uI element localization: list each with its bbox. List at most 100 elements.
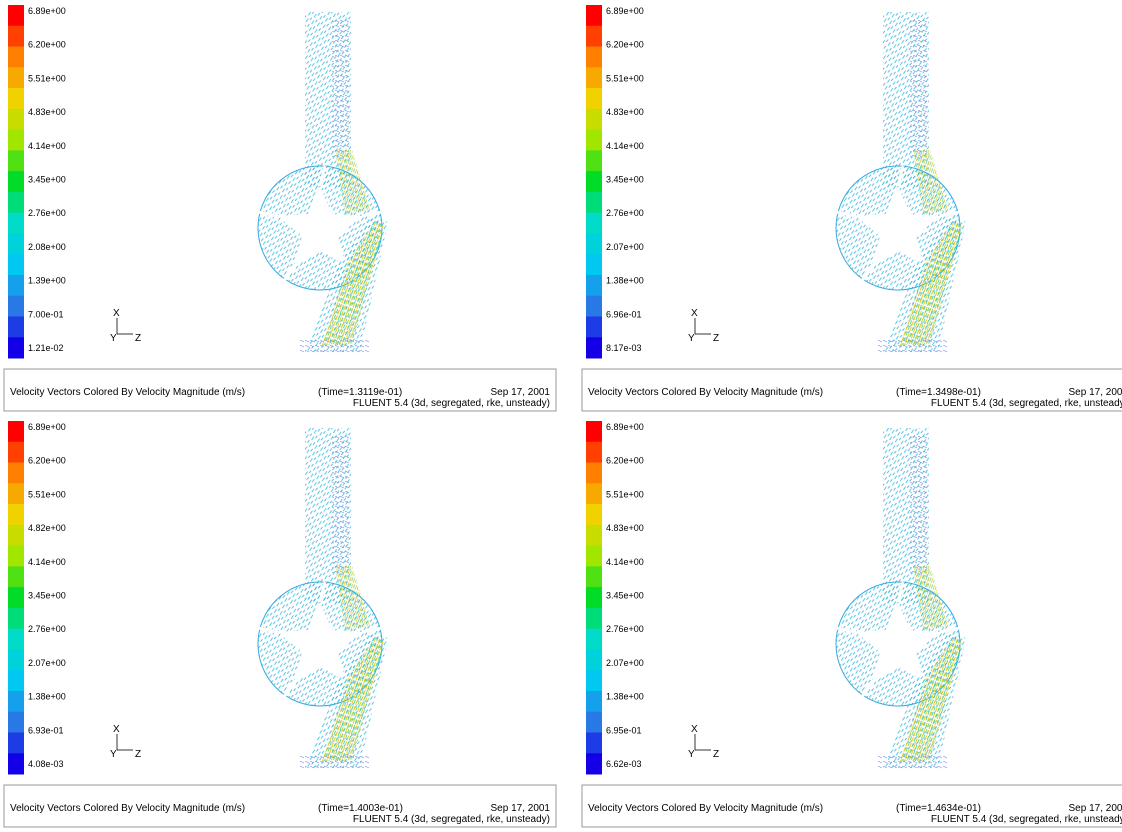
colorbar-band [8, 316, 24, 338]
colorbar-band [586, 607, 602, 630]
scale-label: 6.20e+00 [606, 456, 644, 466]
axis-label: Z [135, 749, 141, 760]
scale-label: 2.76e+00 [28, 208, 66, 218]
colorbar-band [586, 150, 602, 172]
scale-label: 1.38e+00 [28, 692, 66, 702]
scale-label: 8.17e-03 [606, 343, 642, 353]
scale-label: 4.14e+00 [28, 141, 66, 151]
solver: FLUENT 5.4 (3d, segregated, rke, unstead… [931, 398, 1122, 409]
scale-label: 6.95e-01 [606, 725, 642, 735]
colorbar-band [586, 88, 602, 110]
colorbar-band [586, 545, 602, 567]
colorbar-band [8, 566, 24, 588]
flow-field [256, 426, 390, 772]
colorbar-band [8, 711, 24, 733]
colorbar-band [8, 670, 24, 692]
scale-label: 6.20e+00 [28, 40, 66, 50]
scale-label: 2.08e+00 [28, 242, 66, 252]
colorbar-band [8, 129, 24, 151]
solver: FLUENT 5.4 (3d, segregated, rke, unstead… [353, 398, 550, 409]
colorbar-band [586, 628, 602, 650]
scale-label: 5.51e+00 [606, 73, 644, 83]
scale-label: 3.45e+00 [606, 591, 644, 601]
colorbar-band [8, 421, 24, 443]
colorbar-band [8, 337, 24, 359]
axis-label: X [691, 308, 698, 319]
caption: Velocity Vectors Colored By Velocity Mag… [10, 803, 245, 814]
colorbar-band [8, 690, 24, 713]
axis-label: Y [110, 333, 117, 344]
axis-label: X [113, 724, 120, 735]
solver: FLUENT 5.4 (3d, segregated, rke, unstead… [931, 814, 1122, 825]
scale-label: 3.45e+00 [28, 175, 66, 185]
time: (Time=1.3498e-01) [896, 387, 981, 398]
colorbar-band [586, 212, 602, 234]
axis-label: Y [688, 749, 695, 760]
scale-label: 4.82e+00 [28, 523, 66, 533]
scale-label: 4.14e+00 [606, 557, 644, 567]
scale-label: 6.62e-03 [606, 759, 642, 769]
scale-label: 6.89e+00 [606, 422, 644, 432]
colorbar-band [586, 5, 602, 27]
colorbar-band [586, 108, 602, 131]
colorbar-band [8, 295, 24, 317]
colorbar-band [586, 46, 602, 68]
scale-label: 4.83e+00 [28, 107, 66, 117]
scale-label: 4.14e+00 [606, 141, 644, 151]
colorbar-band [8, 212, 24, 234]
caption-box [3, 368, 557, 412]
colorbar-band [8, 67, 24, 89]
colorbar-band [8, 441, 24, 464]
colorbar-band [8, 254, 24, 276]
colorbar-band [8, 150, 24, 172]
axis-label: Z [135, 333, 141, 344]
axis-label: Y [110, 749, 117, 760]
colorbar-band [586, 171, 602, 193]
caption-box [3, 784, 557, 828]
date: Sep 17, 2001 [491, 387, 551, 398]
panel: 6.89e+00 6.20e+00 5.51e+00 4.82e+00 4.14e+00… [3, 421, 557, 828]
colorbar-band [8, 25, 24, 48]
scale-label: 5.51e+00 [606, 489, 644, 499]
colorbar-band [8, 504, 24, 526]
colorbar-band [586, 295, 602, 317]
scale-label: 2.76e+00 [606, 624, 644, 634]
scale-label: 6.89e+00 [28, 422, 66, 432]
caption: Velocity Vectors Colored By Velocity Mag… [588, 803, 823, 814]
scale-label: 1.21e-02 [28, 343, 64, 353]
scale-label: 1.38e+00 [606, 692, 644, 702]
colorbar-band [586, 129, 602, 151]
time: (Time=1.4634e-01) [896, 803, 981, 814]
flow-field [834, 426, 968, 772]
colorbar-band [8, 108, 24, 131]
time: (Time=1.4003e-01) [318, 803, 403, 814]
colorbar-band [8, 753, 24, 775]
scale-label: 2.07e+00 [28, 658, 66, 668]
scale-label: 6.89e+00 [606, 6, 644, 16]
colorbar-band [586, 566, 602, 588]
caption: Velocity Vectors Colored By Velocity Mag… [588, 387, 823, 398]
colorbar-band [586, 254, 602, 276]
scale-label: 3.45e+00 [606, 175, 644, 185]
scale-label: 1.39e+00 [28, 276, 66, 286]
colorbar-band [8, 524, 24, 547]
time: (Time=1.3119e-01) [318, 387, 402, 398]
colorbar-band [586, 67, 602, 89]
colorbar-band [8, 649, 24, 671]
axis-label: X [113, 308, 120, 319]
colorbar-band [586, 504, 602, 526]
colorbar-band [8, 274, 24, 297]
colorbar-band [8, 46, 24, 68]
colorbar-band [586, 25, 602, 48]
colorbar-band [8, 732, 24, 754]
colorbar-band [586, 711, 602, 733]
colorbar-band [586, 441, 602, 464]
flow-field [834, 10, 968, 356]
colorbar-band [586, 421, 602, 443]
scale-label: 5.51e+00 [28, 489, 66, 499]
colorbar-band [8, 171, 24, 193]
caption-box [581, 368, 1122, 412]
colorbar-band [8, 88, 24, 110]
colorbar-band [586, 587, 602, 609]
colorbar-band [8, 628, 24, 650]
